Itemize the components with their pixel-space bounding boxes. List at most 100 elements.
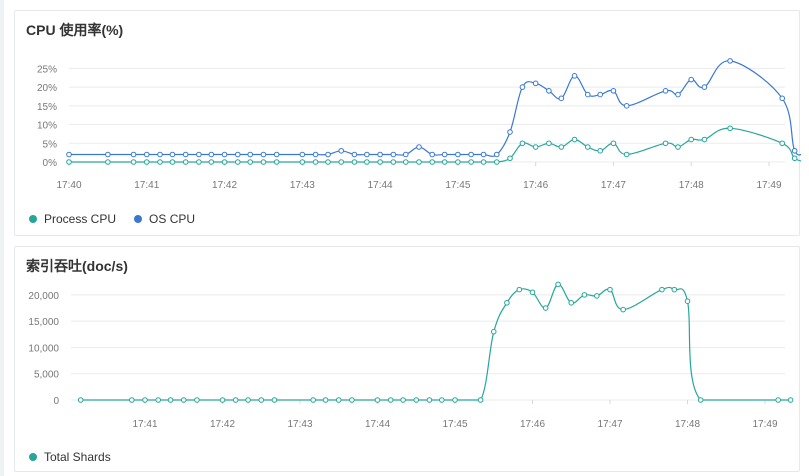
cpu-process-cpu-point	[157, 159, 163, 165]
cpu-process-cpu-point	[779, 140, 786, 147]
cpu-y-tick-label: 20%	[37, 83, 57, 94]
index-x-tick-label: 17:45	[442, 419, 467, 430]
index-total-shards-point	[568, 299, 575, 306]
index-total-shards-point	[775, 397, 781, 403]
cpu-os-cpu-point	[546, 88, 552, 94]
cpu-process-cpu-point	[507, 155, 513, 162]
index-total-shards-point	[245, 397, 251, 403]
cpu-os-cpu-point	[558, 95, 565, 102]
cpu-process-cpu-point	[571, 136, 578, 143]
index-x-tick-label: 17:44	[365, 419, 390, 430]
cpu-x-tick-label: 17:43	[290, 180, 315, 191]
legend-item-os-cpu[interactable]: OS CPU	[134, 212, 195, 226]
index-throughput-title: 索引吞吐(doc/s)	[26, 258, 128, 274]
cpu-process-cpu-point	[247, 159, 254, 165]
cpu-process-cpu-point	[623, 151, 630, 158]
index-total-shards-point	[426, 397, 433, 403]
index-total-shards-point	[555, 281, 561, 288]
index-total-shards-point	[219, 397, 226, 403]
cpu-process-cpu-point	[390, 159, 397, 165]
cpu-x-tick-label: 17:41	[134, 180, 159, 191]
cpu-process-cpu-point	[675, 144, 681, 150]
sidebar-edge	[0, 0, 4, 476]
index-y-tick-label: 5,000	[34, 370, 59, 381]
cpu-os-cpu-point	[351, 151, 358, 158]
cpu-os-cpu-point	[208, 151, 215, 158]
cpu-os-cpu-point	[169, 151, 176, 158]
index-total-shards-point	[271, 397, 278, 403]
index-total-shards-line	[80, 283, 791, 401]
cpu-os-cpu-point	[130, 151, 137, 158]
cpu-os-cpu-point	[507, 129, 513, 135]
cpu-os-cpu-point	[584, 91, 591, 98]
cpu-x-tick-label: 17:44	[368, 180, 393, 191]
legend-label-process-cpu: Process CPU	[44, 212, 117, 226]
index-total-shards-point	[413, 397, 420, 403]
legend-label-total-shards: Total Shards	[44, 450, 111, 464]
cpu-process-cpu-point	[662, 140, 669, 147]
index-y-tick-label: 0	[53, 396, 59, 407]
index-total-shards-point	[787, 397, 794, 403]
index-total-shards-point	[310, 397, 316, 403]
cpu-process-cpu-point	[493, 159, 500, 165]
cpu-process-cpu-point	[546, 140, 552, 147]
legend-label-os-cpu: OS CPU	[149, 212, 196, 226]
cpu-process-cpu-point	[480, 159, 487, 165]
index-total-shards-point	[439, 397, 445, 403]
cpu-process-cpu-point	[791, 155, 798, 162]
index-x-tick-label: 17:42	[210, 419, 235, 430]
index-total-shards-point	[194, 397, 200, 403]
cpu-usage-chart: 25% 20% 15% 10% 5% 0% 17:40 17:41 17:42 17:43 17:4…	[37, 58, 801, 191]
cpu-os-cpu-point	[105, 151, 111, 158]
cpu-process-cpu-point	[105, 159, 111, 165]
cpu-process-cpu-point	[208, 159, 215, 165]
cpu-process-cpu-point	[260, 159, 267, 165]
cpu-process-cpu-point	[351, 159, 358, 165]
cpu-os-cpu-point	[66, 151, 72, 158]
legend-dot-process-cpu	[29, 215, 37, 223]
cpu-os-cpu-point	[480, 151, 487, 158]
cpu-os-cpu-point	[157, 151, 163, 158]
cpu-os-cpu-point	[623, 103, 630, 109]
cpu-os-cpu-point	[377, 151, 383, 158]
cpu-process-cpu-point	[169, 159, 176, 165]
index-total-shards-point	[452, 397, 458, 403]
index-total-shards-point	[594, 293, 600, 299]
cpu-os-cpu-point	[662, 88, 669, 94]
legend-item-total-shards[interactable]: Total Shards	[29, 450, 111, 464]
index-total-shards-point	[697, 397, 704, 403]
cpu-os-cpu-point	[312, 151, 319, 158]
cpu-process-cpu-point	[610, 140, 617, 147]
index-total-shards-point	[542, 305, 549, 311]
cpu-os-cpu-point	[402, 151, 409, 158]
cpu-process-cpu-point	[377, 159, 383, 165]
cpu-os-cpu-point	[791, 147, 798, 154]
cpu-usage-legend: Process CPU OS CPU	[29, 212, 195, 226]
legend-item-process-cpu[interactable]: Process CPU	[29, 212, 116, 226]
index-y-tick-label: 15,000	[28, 317, 59, 328]
index-total-shards-point	[335, 397, 342, 403]
index-x-tick-label: 17:48	[675, 419, 700, 430]
cpu-os-cpu-point	[675, 91, 681, 98]
cpu-process-cpu-point	[338, 159, 345, 165]
cpu-os-cpu-point	[455, 151, 461, 158]
cpu-process-cpu-point	[364, 159, 370, 165]
index-total-shards-point	[258, 397, 265, 403]
cpu-x-tick-label: 17:47	[601, 180, 626, 191]
cpu-os-cpu-point	[429, 151, 436, 158]
cpu-process-cpu-point	[221, 159, 228, 165]
index-total-shards-point	[581, 292, 588, 298]
index-x-tick-label: 17:47	[597, 419, 622, 430]
cpu-process-cpu-point	[532, 144, 539, 150]
cpu-process-cpu-point	[312, 159, 319, 165]
index-total-shards-point	[129, 397, 135, 403]
index-total-shards-point	[620, 306, 626, 313]
cpu-x-tick-label: 17:46	[523, 180, 548, 191]
cpu-process-cpu-point	[66, 159, 72, 165]
index-total-shards-point	[504, 299, 510, 306]
cpu-process-cpu-line	[69, 127, 801, 163]
cpu-process-cpu-point	[558, 144, 565, 150]
cpu-process-cpu-point	[441, 159, 448, 165]
cpu-os-cpu-point	[260, 151, 267, 158]
index-total-shards-point	[400, 397, 406, 403]
